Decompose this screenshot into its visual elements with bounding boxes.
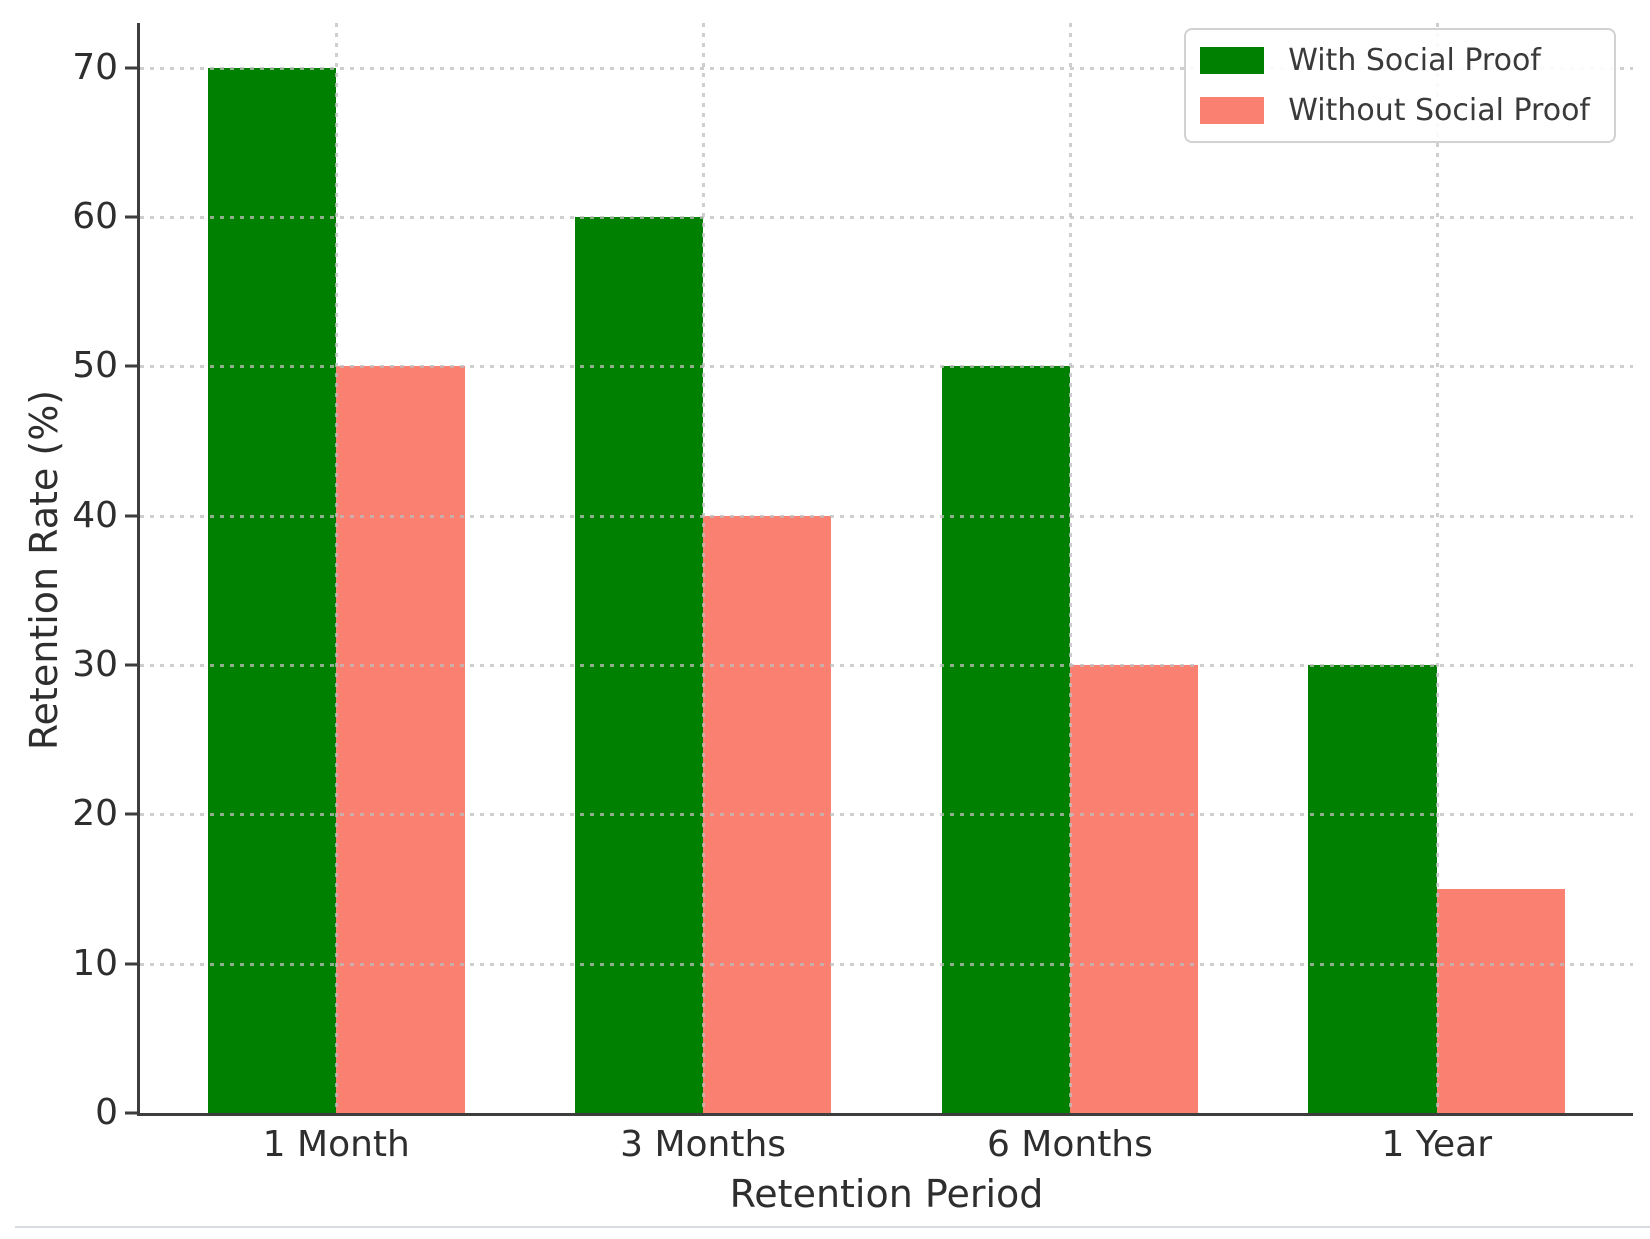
- x-tick-label: 3 Months: [620, 1124, 787, 1165]
- y-tick-label: 70: [72, 46, 118, 88]
- y-tick-label: 50: [72, 345, 118, 387]
- y-tick-mark: [125, 364, 137, 368]
- legend-swatch-without-social-proof: [1200, 97, 1265, 124]
- bar-with-social-proof-1-month: [207, 67, 337, 1113]
- y-tick-mark: [125, 962, 137, 966]
- y-tick-label: 20: [72, 793, 118, 835]
- bar-with-social-proof-6-months: [941, 366, 1070, 1113]
- gridline-horizontal: [140, 66, 1633, 70]
- bar-with-social-proof-1-year: [1308, 665, 1437, 1113]
- y-tick-mark: [125, 663, 137, 667]
- bar-without-social-proof-1-month: [336, 366, 465, 1113]
- x-tick-label: 1 Month: [262, 1124, 410, 1165]
- bar-without-social-proof-1-year: [1436, 889, 1566, 1113]
- y-tick-mark: [125, 215, 137, 219]
- y-axis-title: Retention Rate (%): [22, 389, 66, 750]
- legend-label-without-social-proof: Without Social Proof: [1288, 93, 1590, 128]
- gridline-horizontal: [140, 365, 1633, 369]
- y-tick-mark: [125, 812, 137, 816]
- gridline-vertical: [702, 23, 706, 1113]
- gridline-horizontal: [140, 514, 1633, 518]
- y-tick-label: 60: [72, 196, 118, 238]
- bottom-divider-line: [15, 1226, 1650, 1228]
- gridline-vertical: [1068, 23, 1072, 1113]
- legend-label-with-social-proof: With Social Proof: [1288, 43, 1541, 78]
- gridline-vertical: [335, 23, 339, 1113]
- x-tick-label: 1 Year: [1381, 1124, 1493, 1165]
- gridline-horizontal: [140, 664, 1633, 668]
- x-axis-spine: [137, 1113, 1633, 1116]
- gridline-vertical: [1435, 23, 1439, 1113]
- gridline-horizontal: [140, 216, 1633, 220]
- gridline-horizontal: [140, 813, 1633, 817]
- legend-item-without-social-proof: Without Social Proof: [1200, 93, 1590, 128]
- gridline-horizontal: [140, 962, 1633, 966]
- y-tick-label: 40: [72, 494, 118, 536]
- y-tick-mark: [125, 66, 137, 70]
- y-tick-label: 10: [72, 942, 118, 984]
- y-tick-mark: [125, 514, 137, 518]
- bar-without-social-proof-6-months: [1069, 665, 1199, 1113]
- x-axis-title: Retention Period: [729, 1172, 1044, 1216]
- legend-swatch-with-social-proof: [1200, 47, 1265, 74]
- y-tick-mark: [125, 1111, 137, 1115]
- legend-item-with-social-proof: With Social Proof: [1200, 43, 1590, 78]
- legend: With Social Proof Without Social Proof: [1184, 28, 1616, 143]
- y-axis-spine: [137, 23, 140, 1113]
- y-tick-label: 30: [72, 644, 118, 686]
- x-tick-label: 6 Months: [986, 1124, 1153, 1165]
- plot-area: [137, 23, 1633, 1116]
- y-tick-label: 0: [95, 1092, 118, 1133]
